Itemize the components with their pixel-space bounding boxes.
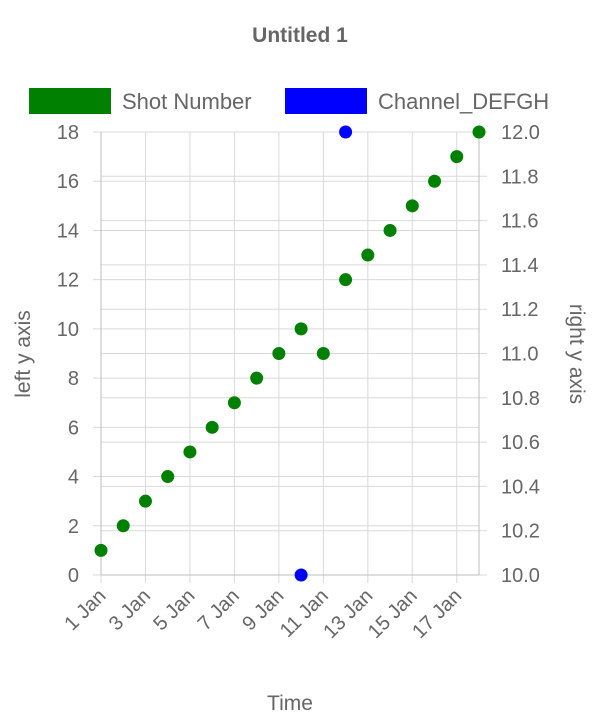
right-y-tick-label: 10.0 bbox=[501, 565, 540, 587]
data-point-shot-number[interactable] bbox=[450, 150, 464, 164]
data-point-shot-number[interactable] bbox=[138, 494, 152, 508]
data-point-shot-number[interactable] bbox=[116, 519, 130, 533]
left-y-tick-label: 0 bbox=[68, 565, 79, 587]
data-point-shot-number[interactable] bbox=[405, 199, 419, 213]
right-y-tick-label: 11.4 bbox=[501, 255, 538, 277]
legend-swatch-shot-number bbox=[29, 88, 111, 114]
right-y-tick-label: 11.6 bbox=[501, 211, 538, 233]
right-y-tick-label: 11.2 bbox=[501, 299, 538, 321]
data-point-shot-number[interactable] bbox=[183, 445, 197, 459]
points-layer bbox=[94, 125, 486, 582]
data-point-channel-defgh[interactable] bbox=[294, 568, 308, 582]
legend[interactable]: Shot Number Channel_DEFGH bbox=[29, 88, 549, 114]
x-tick-label: 1 Jan bbox=[60, 585, 110, 635]
data-point-shot-number[interactable] bbox=[272, 347, 286, 360]
data-point-shot-number[interactable] bbox=[294, 322, 308, 336]
axes-layer: 0 2 4 6 8 10 12 14 16 18 10.0 10.2 10.4 10.6 10.8 11.0 1… bbox=[57, 122, 540, 643]
left-y-tick-label: 14 bbox=[57, 220, 79, 242]
x-tick-label: 7 Jan bbox=[194, 585, 244, 635]
data-point-shot-number[interactable] bbox=[205, 420, 219, 434]
left-y-tick-label: 18 bbox=[57, 122, 79, 144]
data-point-channel-defgh[interactable] bbox=[339, 125, 353, 139]
chart-title: Untitled 1 bbox=[252, 24, 348, 47]
x-tick-label: 17 Jan bbox=[408, 585, 466, 643]
data-point-shot-number[interactable] bbox=[250, 371, 264, 385]
data-point-shot-number[interactable] bbox=[361, 248, 375, 262]
data-point-shot-number[interactable] bbox=[161, 470, 175, 484]
x-tick-label: 5 Jan bbox=[149, 585, 199, 635]
right-y-axis-title: right y axis bbox=[565, 304, 588, 404]
data-point-shot-number[interactable] bbox=[339, 273, 353, 287]
x-axis-title: Time bbox=[267, 692, 313, 715]
grid-layer bbox=[93, 131, 487, 583]
legend-item-shot-number[interactable]: Shot Number bbox=[29, 88, 252, 114]
x-tick-label: 3 Jan bbox=[105, 585, 155, 635]
legend-swatch-channel-defgh bbox=[285, 88, 367, 114]
right-y-tick-label: 10.2 bbox=[501, 521, 540, 543]
left-y-tick-label: 6 bbox=[68, 417, 79, 439]
right-y-tick-label: 10.8 bbox=[501, 388, 540, 410]
left-y-tick-label: 8 bbox=[68, 368, 79, 390]
left-y-tick-label: 16 bbox=[57, 171, 79, 193]
right-y-tick-label: 10.6 bbox=[501, 432, 540, 454]
legend-label-shot-number: Shot Number bbox=[122, 89, 252, 114]
data-point-shot-number[interactable] bbox=[428, 174, 442, 188]
right-y-tick-label: 11.8 bbox=[501, 166, 538, 188]
data-point-shot-number[interactable] bbox=[383, 223, 397, 237]
legend-item-channel-defgh[interactable]: Channel_DEFGH bbox=[285, 88, 549, 114]
legend-label-channel-defgh: Channel_DEFGH bbox=[378, 89, 549, 114]
right-y-tick-label: 10.4 bbox=[501, 476, 540, 498]
left-y-tick-label: 4 bbox=[68, 467, 79, 489]
left-y-tick-label: 2 bbox=[68, 516, 79, 538]
left-y-axis-title: left y axis bbox=[12, 310, 35, 398]
right-y-tick-label: 12.0 bbox=[501, 122, 540, 144]
left-y-tick-label: 10 bbox=[57, 319, 79, 341]
x-tick-label: 15 Jan bbox=[364, 585, 422, 643]
left-y-tick-label: 12 bbox=[57, 270, 79, 292]
data-point-shot-number[interactable] bbox=[472, 125, 486, 139]
data-point-shot-number[interactable] bbox=[94, 543, 108, 557]
data-point-shot-number[interactable] bbox=[316, 347, 330, 360]
data-point-shot-number[interactable] bbox=[227, 396, 241, 410]
right-y-tick-label: 11.0 bbox=[501, 344, 538, 366]
x-tick-label: 13 Jan bbox=[319, 585, 377, 643]
